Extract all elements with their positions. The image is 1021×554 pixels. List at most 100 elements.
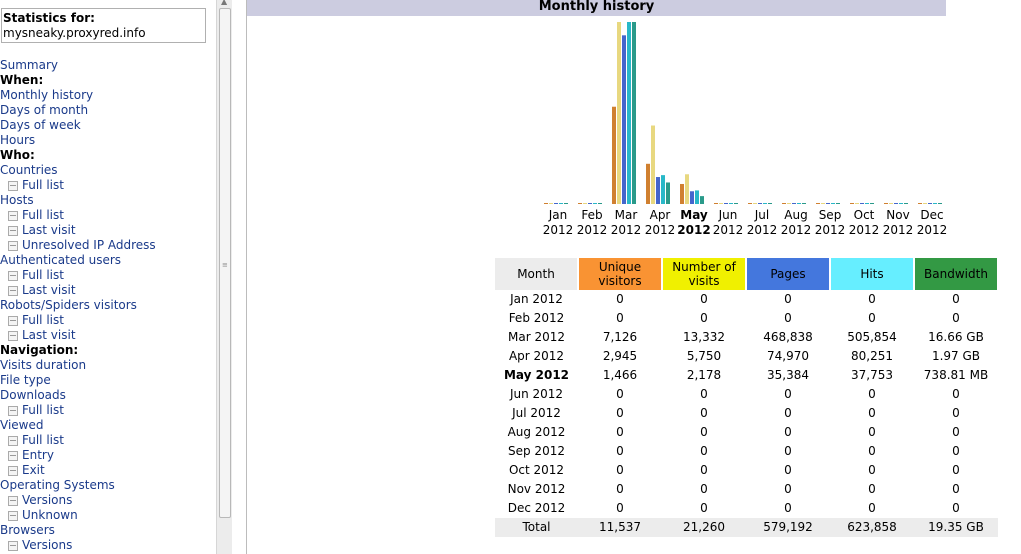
nav-sub-label[interactable]: Full list [22, 433, 64, 447]
nav-link-label[interactable]: Hosts [0, 193, 34, 207]
chart-bar [889, 203, 893, 204]
nav-item-unresolved-ip-address[interactable]: Unresolved IP Address [0, 238, 216, 253]
nav-heading-label: When: [0, 73, 44, 87]
nav-item-full-list[interactable]: Full list [0, 433, 216, 448]
nav-link-label[interactable]: Operating Systems [0, 478, 115, 492]
table-row: Dec 2012 0 0 0 0 0 [495, 499, 998, 518]
nav-link-label[interactable]: Visits duration [0, 358, 87, 372]
nav-sub-label[interactable]: Versions [22, 493, 73, 507]
scroll-thumb[interactable]: ≡ [219, 8, 231, 518]
frame-splitter[interactable] [232, 0, 247, 554]
month-label[interactable]: Apr 2012 [643, 208, 677, 238]
nav-item-hosts[interactable]: Hosts [0, 193, 216, 208]
nav-link-label[interactable]: Hours [0, 133, 36, 147]
nav-sub-label[interactable]: Last visit [22, 328, 76, 342]
nav-item-last-visit[interactable]: Last visit [0, 328, 216, 343]
nav-item-days-of-month[interactable]: Days of month [0, 103, 216, 118]
nav-link-label[interactable]: Downloads [0, 388, 66, 402]
nav-item-browsers[interactable]: Browsers [0, 523, 216, 538]
nav-item-robots-spiders-visitors[interactable]: Robots/Spiders visitors [0, 298, 216, 313]
cell-bandwidth: 0 [952, 463, 960, 477]
chart-bar [622, 35, 626, 204]
nav-item-full-list[interactable]: Full list [0, 268, 216, 283]
month-label[interactable]: Jan 2012 [541, 208, 575, 238]
nav-item-visits-duration[interactable]: Visits duration [0, 358, 216, 373]
scroll-up-arrow-icon[interactable]: ▲ [221, 0, 228, 6]
nav-link-label[interactable]: File type [0, 373, 51, 387]
nav-sub-label[interactable]: Last visit [22, 223, 76, 237]
month-label[interactable]: Jun 2012 [711, 208, 745, 238]
nav-item-monthly-history[interactable]: Monthly history [0, 88, 216, 103]
nav-sub-label[interactable]: Full list [22, 268, 64, 282]
cell-month: Feb 2012 [508, 311, 565, 325]
cell-unique: 2,945 [602, 349, 638, 363]
nav-item-days-of-week[interactable]: Days of week [0, 118, 216, 133]
chart-bar [617, 22, 621, 204]
month-label[interactable]: Aug 2012 [779, 208, 813, 238]
nav-link-label[interactable]: Browsers [0, 523, 55, 537]
month-label[interactable]: Mar 2012 [609, 208, 643, 238]
nav-item-last-visit[interactable]: Last visit [0, 283, 216, 298]
cell-pages: 74,970 [767, 349, 809, 363]
nav-item-downloads[interactable]: Downloads [0, 388, 216, 403]
nav-sub-label[interactable]: Full list [22, 178, 64, 192]
month-label[interactable]: Dec 2012 [915, 208, 949, 238]
month-label-month: Dec [920, 208, 944, 222]
nav-link-label[interactable]: Summary [0, 58, 58, 72]
cell-unique: 0 [616, 292, 624, 306]
nav-item-summary[interactable]: Summary [0, 58, 216, 73]
table-row: Oct 2012 0 0 0 0 0 [495, 461, 998, 480]
nav-item-unknown[interactable]: Unknown [0, 508, 216, 523]
nav-sub-label[interactable]: Entry [22, 448, 54, 462]
month-label-year: 2012 [712, 223, 744, 237]
nav-link-label[interactable]: Authenticated users [0, 253, 122, 267]
nav-item-exit[interactable]: Exit [0, 463, 216, 478]
chart-bar [661, 175, 665, 204]
nav-sub-label[interactable]: Versions [22, 538, 73, 552]
nav-link-label[interactable]: Days of month [0, 103, 89, 117]
number-of-visits-header-text: Number of visits [672, 260, 736, 288]
col-header-hits: Hits [830, 258, 915, 290]
month-label[interactable]: Sep 2012 [813, 208, 847, 238]
month-label-year: 2012 [848, 223, 880, 237]
nav-item-full-list[interactable]: Full list [0, 178, 216, 193]
nav-item-last-visit[interactable]: Last visit [0, 223, 216, 238]
nav-sub-label[interactable]: Full list [22, 403, 64, 417]
month-label[interactable]: May 2012 [677, 208, 711, 238]
month-label[interactable]: Feb 2012 [575, 208, 609, 238]
nav-sub-label[interactable]: Unresolved IP Address [22, 238, 156, 252]
chart-bar [758, 203, 762, 204]
month-label[interactable]: Jul 2012 [745, 208, 779, 238]
nav-item-full-list[interactable]: Full list [0, 313, 216, 328]
nav-link-label[interactable]: Viewed [0, 418, 44, 432]
nav-sub-label[interactable]: Unknown [22, 508, 78, 522]
nav-link-label[interactable]: Robots/Spiders visitors [0, 298, 137, 312]
nav-sub-label[interactable]: Last visit [22, 283, 76, 297]
total-row: Total 11,537 21,260 579,192 623,858 19.35 GB [495, 518, 998, 537]
nav-item-file-type[interactable]: File type [0, 373, 216, 388]
col-header-pages: Pages [746, 258, 831, 290]
nav-item-versions[interactable]: Versions [0, 493, 216, 508]
nav-item-operating-systems[interactable]: Operating Systems [0, 478, 216, 493]
nav-link-label[interactable]: Countries [0, 163, 58, 177]
chart-bar [802, 203, 806, 204]
nav-sub-label[interactable]: Exit [22, 463, 45, 477]
nav-link-label[interactable]: Days of week [0, 118, 81, 132]
nav-link-label[interactable]: Monthly history [0, 88, 94, 102]
nav-item-full-list[interactable]: Full list [0, 403, 216, 418]
cell-bandwidth: 0 [952, 444, 960, 458]
month-label[interactable]: Oct 2012 [847, 208, 881, 238]
cell-visits: 0 [700, 387, 708, 401]
nav-item-entry[interactable]: Entry [0, 448, 216, 463]
nav-item-when: When: [0, 73, 216, 88]
nav-sub-label[interactable]: Full list [22, 208, 64, 222]
nav-item-hours[interactable]: Hours [0, 133, 216, 148]
nav-sub-label[interactable]: Full list [22, 313, 64, 327]
month-label[interactable]: Nov 2012 [881, 208, 915, 238]
nav-item-versions[interactable]: Versions [0, 538, 216, 553]
nav-item-authenticated-users[interactable]: Authenticated users [0, 253, 216, 268]
nav-item-full-list[interactable]: Full list [0, 208, 216, 223]
nav-item-countries[interactable]: Countries [0, 163, 216, 178]
nav-item-viewed[interactable]: Viewed [0, 418, 216, 433]
left-frame-scrollbar[interactable]: ▲ ≡ [216, 0, 232, 554]
